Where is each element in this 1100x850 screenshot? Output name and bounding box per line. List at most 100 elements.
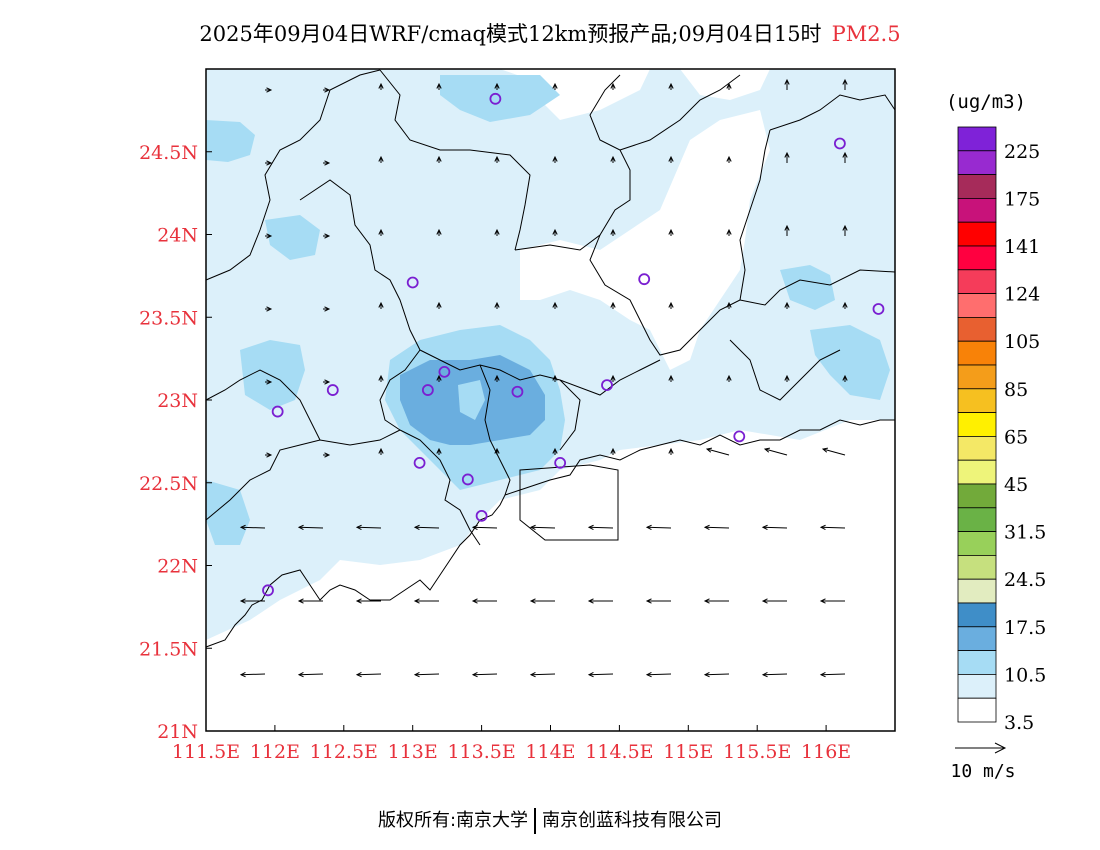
shade-medium-blue-6	[780, 265, 835, 310]
wind-arrowhead	[726, 155, 732, 162]
wind-arrowhead	[494, 155, 500, 162]
wind-arrowhead	[297, 524, 304, 531]
wind-arrowhead	[436, 228, 442, 235]
hk-box	[519, 464, 619, 541]
wind-ref-arrowhead	[994, 742, 1007, 754]
wind-arrowhead	[552, 447, 558, 454]
wind-arrow	[706, 448, 730, 456]
wind-arrow	[356, 673, 382, 676]
wind-arrowhead	[355, 524, 362, 531]
wind-arrowhead	[494, 82, 500, 89]
wind-arrowhead	[529, 598, 536, 604]
wind-arrowhead	[761, 671, 768, 678]
lat-label: 21N	[157, 721, 198, 743]
station-marker	[733, 430, 746, 443]
shade-white-interior	[520, 110, 770, 370]
station-marker	[833, 137, 846, 150]
wind-arrowhead	[471, 524, 478, 531]
legend-label: 17.5	[1004, 617, 1046, 639]
wind-reference: 10 m/s	[950, 742, 1016, 782]
lon-label: 116E	[801, 741, 851, 763]
station-marker	[638, 273, 651, 286]
wind-arrowhead	[355, 598, 362, 604]
shade-medium-blue-8	[265, 215, 320, 260]
wind-arrowhead	[471, 598, 478, 604]
wind-arrowhead	[552, 155, 558, 162]
wind-arrowhead	[529, 671, 536, 678]
wind-arrow	[472, 526, 498, 529]
wind-arrow	[646, 526, 672, 529]
wind-arrow	[822, 448, 846, 456]
wind-arrowhead	[726, 82, 732, 89]
wind-arrowhead	[529, 524, 536, 531]
wind-arrowhead	[668, 447, 674, 454]
wind-arrowhead	[266, 233, 273, 239]
wind-arrowhead	[610, 155, 616, 162]
wind-arrow	[704, 673, 730, 676]
footer-separator	[534, 808, 537, 834]
wind-arrowhead	[784, 78, 790, 85]
wind-arrowhead	[297, 598, 304, 604]
lon-label: 112E	[250, 741, 300, 763]
wind-arrowhead	[668, 374, 674, 381]
legend-label: 85	[1004, 379, 1028, 401]
copyright-left: 版权所有:南京大学	[377, 810, 529, 831]
station-marker	[461, 473, 474, 486]
wind-arrowhead	[378, 301, 384, 308]
boundary-line-10	[399, 429, 481, 546]
boundary-line-15	[205, 369, 321, 441]
wind-arrowhead	[413, 524, 420, 531]
wind-arrowhead	[668, 82, 674, 89]
concentration-shading	[206, 69, 895, 640]
boundary-line-5	[589, 129, 771, 356]
monitoring-stations	[262, 92, 885, 597]
boundary-line-7	[769, 94, 896, 131]
wind-arrowhead	[821, 447, 829, 453]
wind-arrowhead	[239, 671, 246, 678]
shade-white-north	[520, 69, 650, 120]
shade-white-northeast	[680, 69, 770, 100]
wind-vectors	[239, 78, 848, 678]
wind-arrowhead	[494, 447, 500, 454]
wind-arrowhead	[645, 598, 652, 604]
wind-arrow	[240, 526, 266, 529]
station-marker	[475, 509, 488, 522]
wind-arrowhead	[587, 671, 594, 678]
wind-arrowhead	[378, 228, 384, 235]
legend-swatch	[957, 316, 997, 342]
wind-arrowhead	[784, 151, 790, 158]
legend-swatch	[957, 174, 997, 199]
wind-arrowhead	[842, 374, 848, 381]
wind-arrowhead	[610, 82, 616, 89]
legend-swatch	[957, 602, 997, 628]
wind-arrowhead	[266, 379, 273, 385]
legend-label: 124	[1004, 284, 1040, 306]
wind-arrowhead	[705, 447, 713, 453]
wind-arrowhead	[297, 671, 304, 678]
legend-label: 31.5	[1004, 522, 1046, 544]
lat-label: 23N	[157, 390, 198, 412]
wind-arrowhead	[610, 374, 616, 381]
boundary-line-4	[514, 74, 631, 251]
wind-arrowhead	[413, 598, 420, 604]
station-marker	[406, 276, 419, 289]
legend-unit: (ug/m3)	[946, 91, 1026, 113]
footer: 版权所有:南京大学 南京创蓝科技有限公司	[0, 806, 1100, 834]
wind-arrow	[764, 448, 788, 456]
boundary-line-13	[559, 359, 661, 396]
legend-swatch	[957, 150, 997, 176]
variable-label: PM2.5	[831, 22, 901, 46]
shade-medium-blue-3	[206, 120, 255, 162]
wind-arrowhead	[239, 598, 246, 604]
legend-label: 45	[1004, 474, 1028, 496]
boundary-line-16	[379, 349, 421, 431]
boundary-line-12	[479, 364, 511, 496]
legend-swatch	[957, 435, 997, 461]
wind-arrowhead	[668, 155, 674, 162]
wind-arrow	[240, 673, 266, 676]
lat-label: 22.5N	[139, 473, 198, 495]
wind-arrowhead	[471, 671, 478, 678]
wind-arrowhead	[324, 452, 331, 458]
